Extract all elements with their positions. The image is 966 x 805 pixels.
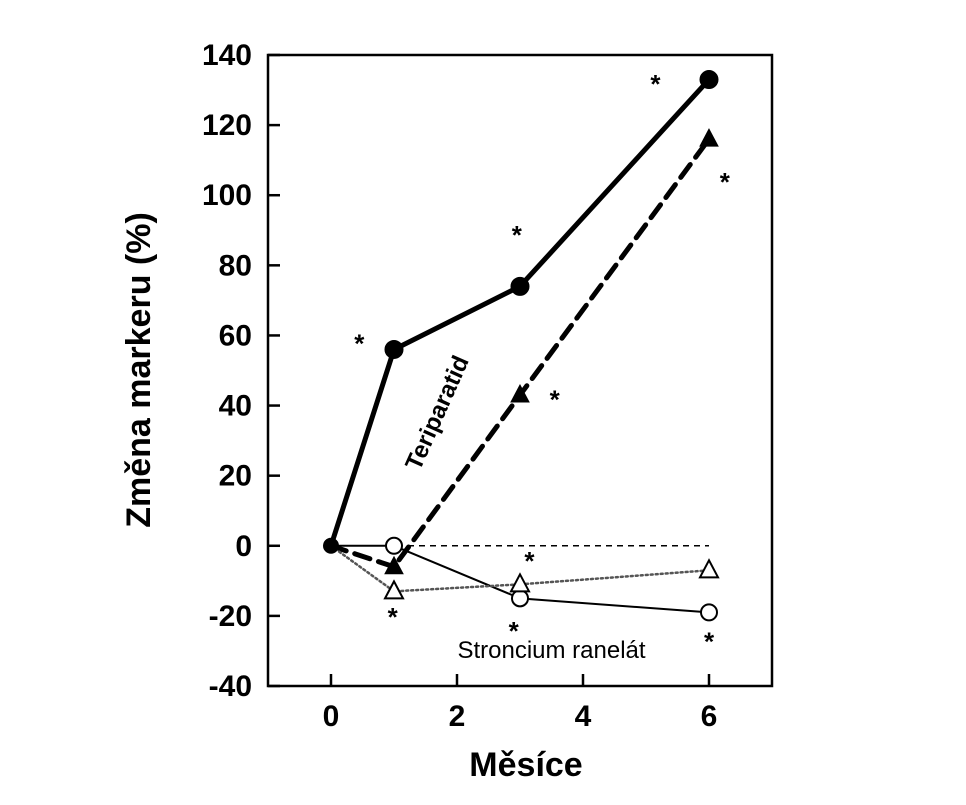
x-tick-label-0: 0	[323, 700, 340, 733]
marker-stroncium_dotted-1	[383, 579, 405, 600]
significance-mark-0: *	[354, 328, 365, 358]
x-tick-label-4: 4	[575, 700, 592, 733]
y-tick-label--40: -40	[209, 670, 252, 703]
marker-teriparatid_dashed-3	[699, 128, 719, 147]
marker-teriparatid_solid-3	[699, 70, 719, 90]
marker-stroncium_solid-2	[511, 589, 529, 608]
marker-teriparatid_dashed-1	[384, 555, 404, 575]
marker-stroncium_solid-1	[385, 536, 403, 555]
significance-mark-1: *	[388, 602, 399, 632]
significance-mark-3: *	[550, 385, 561, 415]
annotation-1: Stroncium ranelát	[457, 637, 645, 664]
plot-frame	[266, 53, 774, 688]
marker-origin	[323, 537, 339, 554]
series-line-teriparatid_dashed	[328, 136, 712, 570]
marker-teriparatid_dashed-2	[510, 383, 530, 403]
series-line-stroncium_solid	[330, 544, 710, 614]
y-tick-label-100: 100	[202, 179, 252, 212]
y-tick-label-0: 0	[235, 530, 252, 563]
series-layer	[328, 77, 712, 614]
series-line-stroncium_dotted	[329, 544, 711, 593]
annotation-0: Teriparatid	[400, 352, 474, 475]
marker-stroncium_dotted-2	[509, 572, 531, 593]
significance-mark-5: *	[509, 616, 520, 646]
marker-stroncium_solid-3	[700, 603, 718, 622]
marker-stroncium_dotted-3	[698, 558, 720, 579]
series-line-teriparatid_solid	[328, 77, 712, 549]
y-tick-label--20: -20	[209, 600, 252, 633]
y-tick-label-120: 120	[202, 109, 252, 142]
y-tick-label-20: 20	[219, 460, 252, 493]
markers-layer	[323, 70, 720, 622]
significance-mark-4: *	[524, 546, 535, 576]
y-tick-label-40: 40	[219, 390, 252, 423]
significance-mark-7: *	[720, 167, 731, 197]
significance-mark-8: *	[704, 626, 715, 656]
x-axis-title: Měsíce	[469, 746, 582, 784]
y-tick-label-140: 140	[202, 39, 252, 72]
marker-teriparatid_solid-1	[384, 339, 404, 359]
x-tick-label-2: 2	[449, 700, 466, 733]
y-axis-title: Změna markeru (%)	[120, 212, 158, 528]
axes: -40 -20 0 20 40 60 80 100 120 140 0 2 4 6	[202, 39, 774, 733]
marker-teriparatid_solid-2	[510, 276, 530, 296]
x-tick-label-6: 6	[701, 700, 718, 733]
significance-mark-2: *	[512, 220, 523, 250]
significance-mark-6: *	[650, 69, 661, 99]
y-tick-label-60: 60	[219, 319, 252, 352]
y-tick-label-80: 80	[219, 249, 252, 282]
